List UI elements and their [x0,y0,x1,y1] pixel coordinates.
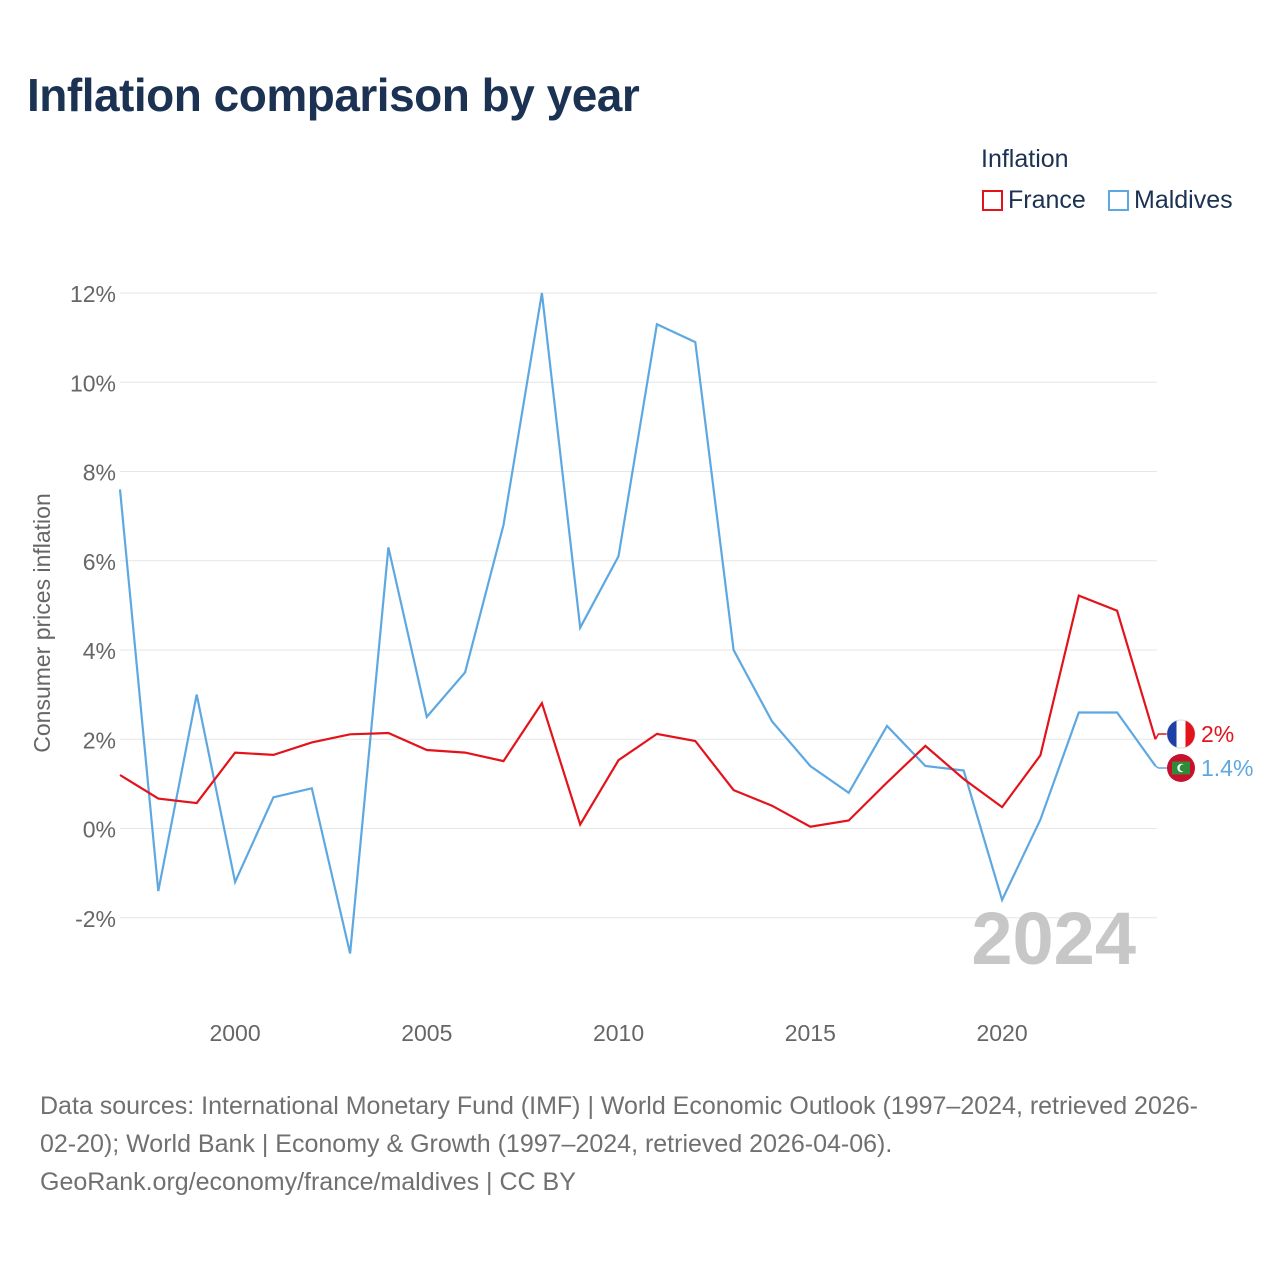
y-tick-label: 8% [83,460,116,486]
x-tick-label: 2015 [785,1020,836,1046]
y-tick-label: -2% [75,906,116,932]
y-axis-label: Consumer prices inflation [29,493,55,753]
line-chart: -2% 0% 2% 4% 6% 8% 10% 12% 2000 2005 2010 2015 2020 C… [29,281,1253,1046]
y-tick-label: 10% [70,370,116,396]
source-link[interactable]: GeoRank.org/economy/france/maldives | CC… [40,1168,576,1196]
maldives-flag-crescent-cut [1179,764,1187,772]
y-tick-label: 12% [70,281,116,307]
end-connector-maldives [1155,765,1167,769]
legend-label-france: France [1008,186,1086,214]
source-line: Data sources: International Monetary Fun… [40,1092,1198,1120]
end-value-label-maldives: 1.4% [1201,755,1253,781]
legend-swatch-france [982,190,1003,211]
legend-item-france[interactable]: France [982,186,1086,215]
source-line: 02-20); World Bank | Economy & Growth (1… [40,1130,893,1158]
end-value-label-france: 2% [1201,721,1234,747]
legend-title: Inflation [981,145,1069,173]
france-flag-blue [1167,720,1177,748]
y-tick-label: 4% [83,638,116,664]
legend-item-maldives[interactable]: Maldives [1108,186,1233,215]
y-tick-label: 0% [83,817,116,843]
y-tick-label: 2% [83,727,116,753]
series-line-france [119,594,1157,828]
x-tick-label: 2005 [401,1020,452,1046]
x-tick-label: 2020 [976,1020,1027,1046]
x-tick-label: 2000 [209,1020,260,1046]
y-tick-label: 6% [83,549,116,575]
x-tick-label: 2010 [593,1020,644,1046]
france-flag-red [1185,720,1195,748]
year-annotation: 2024 [971,897,1136,980]
data-source-note: Data sources: International Monetary Fun… [40,1087,1245,1201]
series-line-maldives [118,292,1157,954]
chart-title: Inflation comparison by year [27,69,640,121]
legend-label-maldives: Maldives [1134,186,1233,214]
end-connector-france [1154,733,1167,740]
legend-swatch-maldives [1108,190,1129,211]
